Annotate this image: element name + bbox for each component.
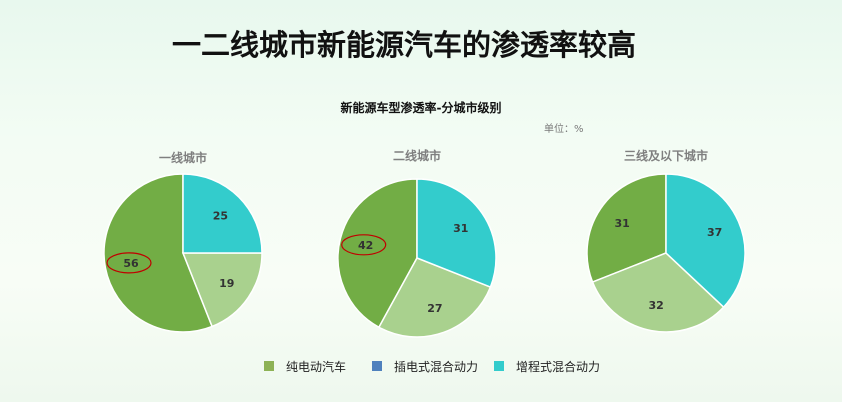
pie-label-2-2: 37: [707, 226, 722, 239]
pie-title-2: 三线及以下城市: [624, 148, 708, 163]
highlight-ellipse-1: [341, 234, 387, 256]
pie-label-1-2: 31: [453, 222, 468, 235]
pie-label-1-0: 42: [358, 239, 373, 252]
highlight-ellipse-0: [106, 252, 152, 274]
legend: 纯电动汽车 插电式混合动力 增程式混合动力: [0, 358, 842, 374]
pie-slice-0-0: [103, 173, 214, 333]
chart-title: 新能源车型渗透率-分城市级别: [340, 101, 502, 115]
pie-slice-2-0: [586, 173, 667, 284]
pie-label-2-0: 31: [615, 217, 630, 230]
pie-slice-2-1: [591, 252, 725, 333]
legend-item-erev: 增程式混合动力: [494, 358, 600, 374]
legend-label-erev: 增程式混合动力: [516, 359, 601, 374]
slide-title: 一二线城市新能源汽车的渗透率较高: [172, 28, 637, 62]
pie-label-0-2: 25: [213, 210, 228, 223]
legend-swatch-erev: [494, 361, 504, 371]
pie-slice-0-1: [181, 252, 263, 328]
legend-swatch-phev: [372, 361, 382, 371]
legend-label-bev: 纯电动汽车: [286, 359, 347, 374]
pie-label-2-1: 32: [648, 299, 663, 312]
pie-slice-1-1: [377, 257, 492, 338]
pie-slice-1-2: [416, 178, 497, 289]
pie-label-0-0: 56: [123, 257, 139, 270]
legend-item-bev: 纯电动汽车: [264, 358, 346, 374]
legend-item-phev: 插电式混合动力: [372, 358, 478, 374]
pie-slice-0-2: [182, 173, 263, 254]
pie-title-0: 一线城市: [159, 150, 207, 165]
legend-label-phev: 插电式混合动力: [394, 359, 479, 374]
pie-slice-2-2: [665, 173, 746, 309]
pie-title-1: 二线城市: [393, 148, 441, 163]
unit-label: 单位：%: [544, 124, 584, 135]
pie-label-1-1: 27: [427, 302, 442, 315]
pie-label-0-1: 19: [219, 277, 234, 290]
legend-swatch-bev: [264, 361, 274, 371]
